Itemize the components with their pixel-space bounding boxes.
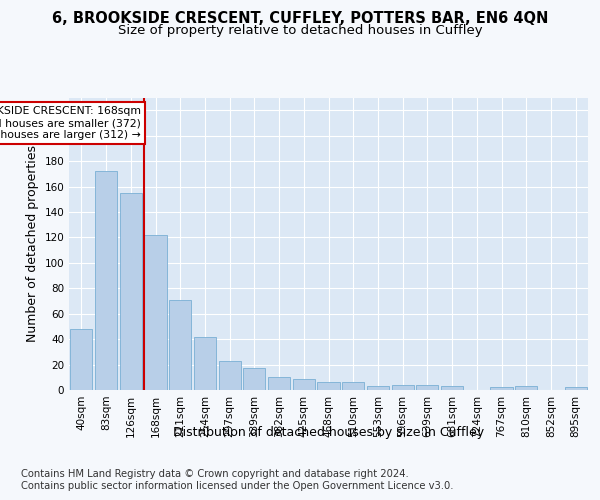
Bar: [169, 300, 191, 390]
Text: 6, BROOKSIDE CRESCENT, CUFFLEY, POTTERS BAR, EN6 4QN: 6, BROOKSIDE CRESCENT, CUFFLEY, POTTERS …: [52, 11, 548, 26]
Text: Contains HM Land Registry data © Crown copyright and database right 2024.: Contains HM Land Registry data © Crown c…: [21, 469, 409, 479]
Bar: [95, 172, 117, 390]
Bar: [342, 382, 364, 390]
Bar: [268, 378, 290, 390]
Bar: [392, 385, 414, 390]
Text: Contains public sector information licensed under the Open Government Licence v3: Contains public sector information licen…: [21, 481, 454, 491]
Bar: [243, 368, 265, 390]
Bar: [218, 361, 241, 390]
Bar: [367, 386, 389, 390]
Bar: [490, 388, 512, 390]
Bar: [416, 385, 439, 390]
Bar: [293, 378, 315, 390]
Bar: [70, 329, 92, 390]
Bar: [145, 235, 167, 390]
Bar: [119, 193, 142, 390]
Bar: [194, 336, 216, 390]
Text: Size of property relative to detached houses in Cuffley: Size of property relative to detached ho…: [118, 24, 482, 37]
Bar: [317, 382, 340, 390]
Text: Distribution of detached houses by size in Cuffley: Distribution of detached houses by size …: [173, 426, 484, 439]
Y-axis label: Number of detached properties: Number of detached properties: [26, 145, 39, 342]
Bar: [441, 386, 463, 390]
Text: 6 BROOKSIDE CRESCENT: 168sqm
← 54% of detached houses are smaller (372)
45% of s: 6 BROOKSIDE CRESCENT: 168sqm ← 54% of de…: [0, 106, 140, 140]
Bar: [565, 388, 587, 390]
Bar: [515, 386, 538, 390]
